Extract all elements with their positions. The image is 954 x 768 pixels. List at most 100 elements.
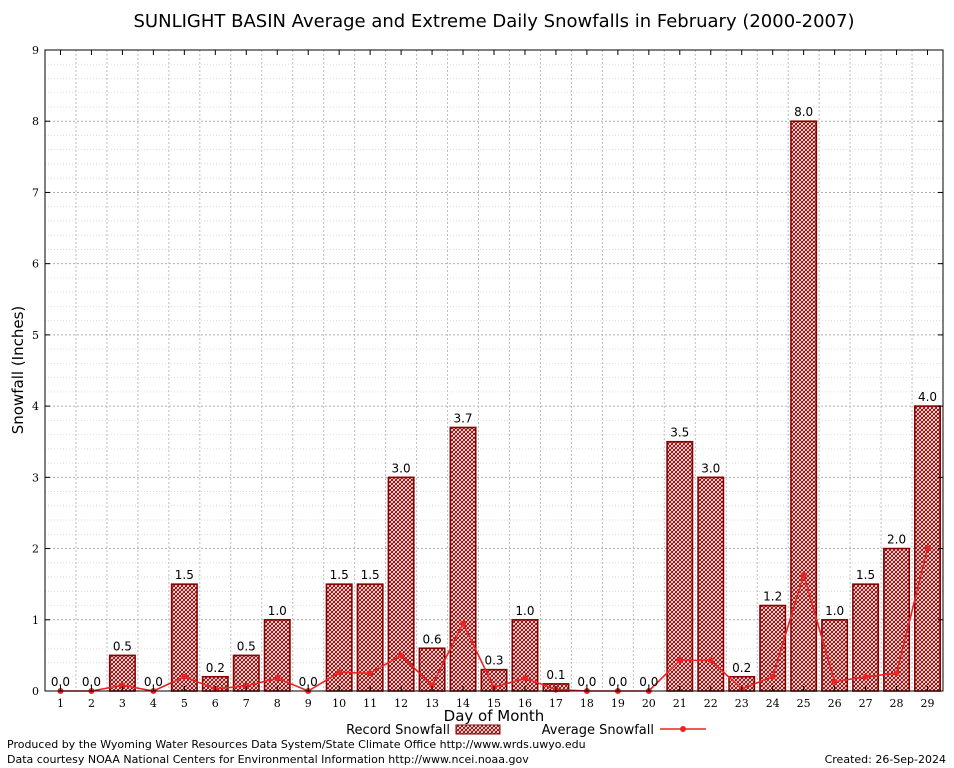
grid-lines [45,49,943,692]
bar-day-21 [666,440,694,692]
average-point-day-29 [924,545,931,552]
x-tick-label: 24 [766,697,780,710]
legend-record-label: Record Snowfall [346,723,450,738]
data-label-day-29: 4.0 [918,390,937,404]
data-label-day-12: 3.0 [392,461,411,475]
average-point-day-25 [800,571,807,578]
y-axis-ticks: 0 1 2 3 4 5 6 7 8 9 [32,44,943,698]
legend-average-marker [680,726,686,732]
data-label-day-3: 0.5 [113,639,132,653]
data-labels: 0.0 0.0 0.5 0.0 1.5 0.2 0.5 1.0 0.0 1.5 1.5 3.0 0.6 3… [51,105,937,689]
x-tick-label: 6 [212,697,219,710]
data-label-day-9: 0.0 [299,675,318,689]
y-tick-label: 6 [32,258,39,271]
x-tick-label: 9 [305,697,312,710]
y-tick-label: 4 [32,400,39,413]
data-label-day-8: 1.0 [268,604,287,618]
average-point-day-3 [119,682,126,689]
average-point-day-27 [862,673,869,680]
y-tick-label: 3 [32,471,39,484]
data-label-day-16: 1.0 [515,604,534,618]
x-tick-label: 22 [704,697,718,710]
data-label-day-4: 0.0 [144,675,163,689]
x-tick-label: 12 [394,697,408,710]
data-label-day-22: 3.0 [701,461,720,475]
average-point-day-13 [429,682,436,689]
x-tick-label: 29 [921,697,935,710]
average-point-day-21 [676,657,683,664]
bar-day-22 [697,476,725,692]
x-tick-label: 28 [890,697,904,710]
data-label-day-26: 1.0 [825,604,844,618]
data-label-day-15: 0.3 [484,654,503,668]
data-label-day-24: 1.2 [763,590,782,604]
y-tick-label: 2 [32,543,39,556]
legend: Record Snowfall Average Snowfall [346,723,706,738]
x-tick-label: 18 [580,697,594,710]
data-label-day-1: 0.0 [51,675,70,689]
average-point-day-16 [521,675,528,682]
data-label-day-14: 3.7 [453,411,472,425]
x-tick-label: 2 [88,697,95,710]
x-axis-ticks: 1 2 3 4 5 6 7 8 9 10 11 12 13 14 15 16 17 18 19 20 21 22 23 24 2… [57,50,935,710]
footer-data-source: Data courtesy NOAA National Centers for … [7,753,529,766]
average-point-day-14 [460,620,467,627]
x-tick-label: 26 [828,697,842,710]
y-tick-label: 0 [32,685,39,698]
footer-created: Created: 26-Sep-2024 [824,753,946,766]
data-label-day-11: 1.5 [361,568,380,582]
data-label-day-10: 1.5 [330,568,349,582]
x-tick-label: 4 [150,697,157,710]
x-tick-label: 5 [181,697,188,710]
x-tick-label: 3 [119,697,126,710]
x-tick-label: 13 [425,697,439,710]
y-tick-label: 8 [32,115,39,128]
x-tick-label: 10 [332,697,346,710]
legend-average-label: Average Snowfall [542,723,654,738]
data-label-day-18: 0.0 [577,675,596,689]
bar-day-5 [170,583,198,692]
x-tick-label: 7 [243,697,250,710]
y-tick-label: 1 [32,614,39,627]
x-tick-label: 20 [642,697,656,710]
average-point-day-8 [274,675,281,682]
bar-day-28 [883,547,911,692]
data-label-day-17: 0.1 [546,668,565,682]
x-tick-label: 16 [518,697,532,710]
x-tick-label: 21 [673,697,687,710]
bar-day-12 [387,476,415,692]
y-tick-label: 9 [32,44,39,57]
data-label-day-23: 0.2 [732,661,751,675]
data-label-day-20: 0.0 [639,675,658,689]
legend-record-swatch [455,724,501,735]
data-label-day-2: 0.0 [82,675,101,689]
y-tick-label: 7 [32,186,39,199]
x-axis-label: Day of Month [444,707,545,725]
bar-day-14 [449,426,477,692]
x-tick-label: 17 [549,697,563,710]
average-point-day-12 [398,652,405,659]
data-label-day-13: 0.6 [423,632,442,646]
y-tick-label: 5 [32,329,39,342]
average-point-day-28 [893,670,900,677]
x-tick-label: 15 [487,697,501,710]
data-label-day-21: 3.5 [670,426,689,440]
average-point-day-11 [367,670,374,677]
data-label-day-6: 0.2 [206,661,225,675]
data-label-day-28: 2.0 [887,533,906,547]
data-label-day-25: 8.0 [794,105,813,119]
data-label-day-27: 1.5 [856,568,875,582]
average-point-day-26 [831,678,838,685]
x-tick-label: 14 [456,697,470,710]
x-tick-label: 8 [274,697,281,710]
x-tick-label: 1 [57,697,64,710]
average-point-day-10 [336,669,343,676]
bar-day-27 [852,583,880,692]
data-label-day-19: 0.0 [608,675,627,689]
x-tick-label: 23 [735,697,749,710]
footer-producer: Produced by the Wyoming Water Resources … [7,738,586,751]
x-tick-label: 11 [363,697,377,710]
data-label-day-5: 1.5 [175,568,194,582]
chart-title: SUNLIGHT BASIN Average and Extreme Daily… [134,11,855,32]
